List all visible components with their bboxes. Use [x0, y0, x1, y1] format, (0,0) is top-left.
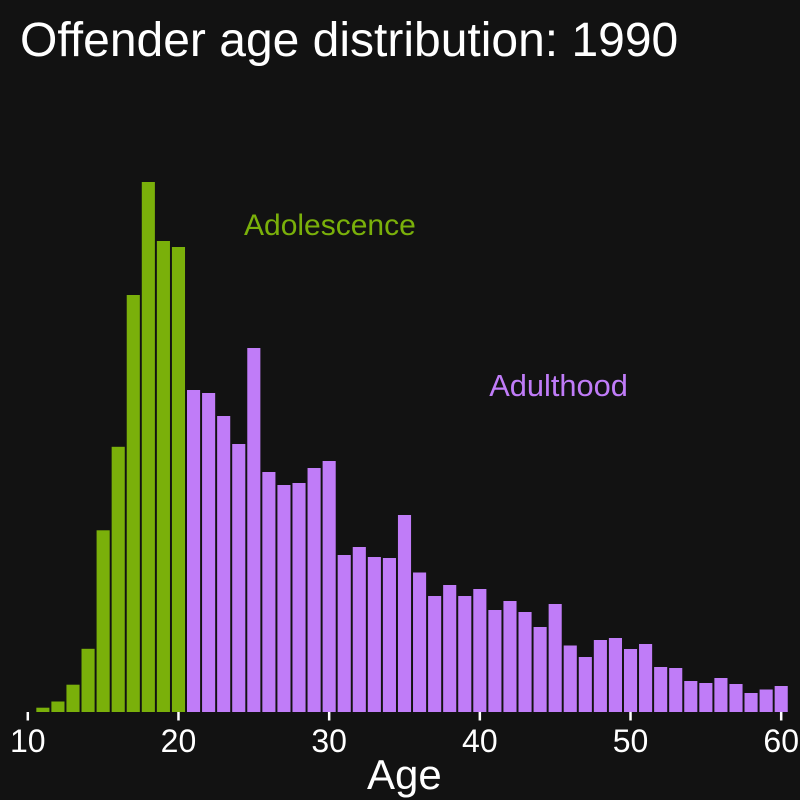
- svg-text:Offender age distribution: 199: Offender age distribution: 1990: [20, 14, 678, 67]
- svg-text:60: 60: [763, 723, 799, 759]
- svg-text:Adulthood: Adulthood: [489, 368, 628, 403]
- svg-text:30: 30: [311, 723, 347, 759]
- svg-text:40: 40: [462, 723, 498, 759]
- svg-text:10: 10: [10, 723, 46, 759]
- svg-text:20: 20: [161, 723, 197, 759]
- svg-text:50: 50: [613, 723, 649, 759]
- svg-text:Adolescence: Adolescence: [244, 209, 416, 242]
- svg-text:Age: Age: [367, 751, 442, 798]
